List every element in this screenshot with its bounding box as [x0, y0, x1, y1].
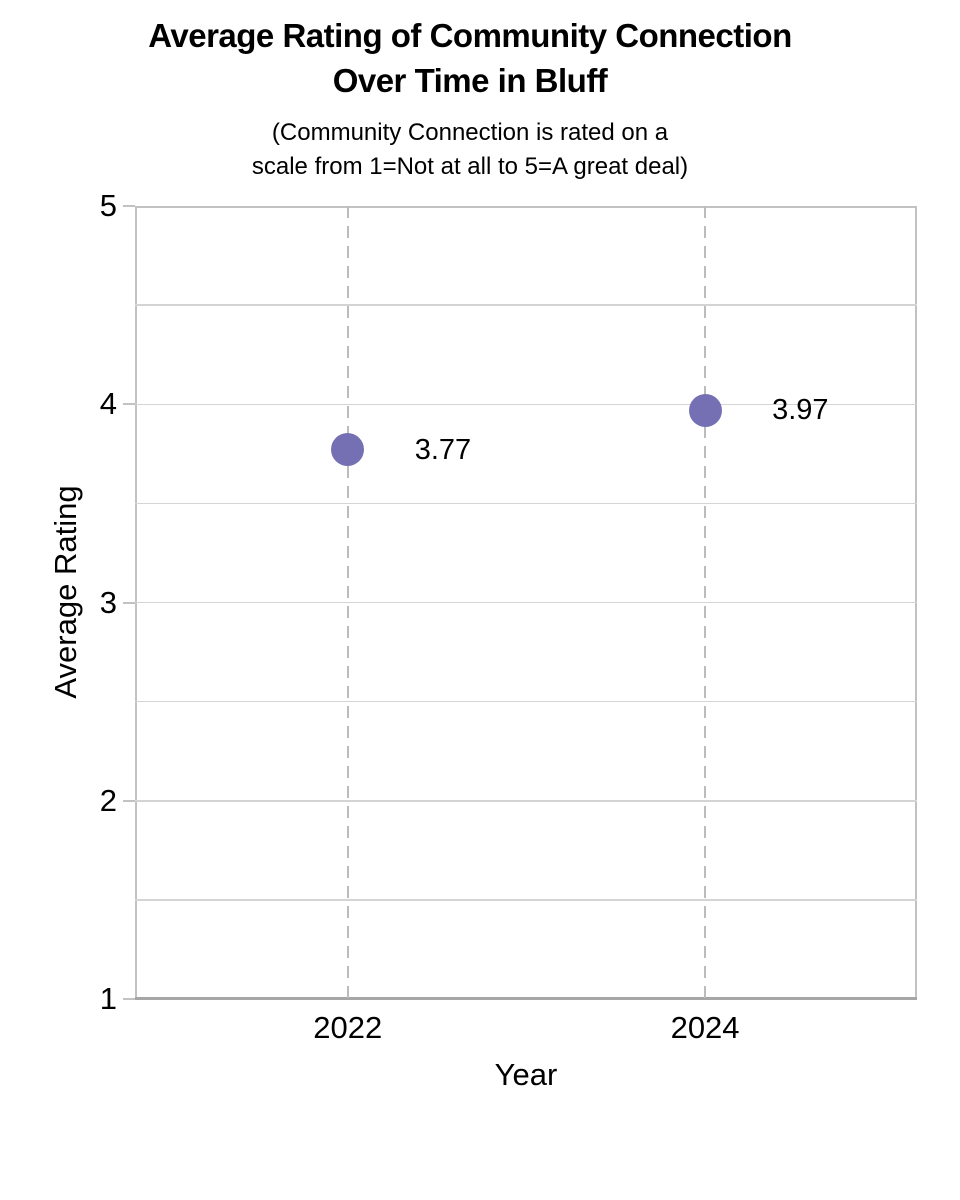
x-tick-label-2022: 2022	[313, 1010, 383, 1045]
y-tick-2	[123, 799, 135, 802]
y-tick-1	[123, 998, 135, 1000]
x-tick-label-2024: 2024	[670, 1010, 740, 1045]
y-tick-3	[123, 601, 135, 604]
h-gridline	[135, 700, 917, 703]
data-point-2022	[331, 433, 365, 467]
h-gridline	[135, 403, 917, 405]
data-point-label-2024: 3.97	[772, 394, 829, 427]
h-gridline	[135, 800, 917, 802]
y-tick-label-2: 2	[99, 782, 117, 818]
y-tick-label-1: 1	[99, 981, 117, 1016]
y-tick-label-4: 4	[99, 386, 117, 422]
chart-subtitle: (Community Connection is rated on a scal…	[251, 119, 689, 180]
x-axis-title: Year	[494, 1057, 558, 1092]
plot-area: 5 4 3 2 1 2022 2024 3.77 3.97	[100, 188, 917, 1045]
data-point-label-2022: 3.77	[414, 433, 472, 466]
h-gridline	[135, 502, 917, 505]
h-gridline	[135, 601, 917, 604]
v-gridline-2022	[346, 206, 349, 999]
plot-border-top	[135, 206, 917, 208]
y-tick-label-5: 5	[99, 188, 117, 223]
chart-title: Average Rating of Community Connection O…	[148, 17, 792, 99]
v-gridline-2024	[704, 206, 707, 999]
h-gridline	[135, 899, 917, 901]
y-tick-4	[123, 403, 135, 406]
data-point-2024	[688, 393, 722, 427]
h-gridline	[135, 304, 917, 306]
y-tick-5	[123, 205, 135, 207]
y-tick-label-3: 3	[99, 584, 117, 620]
x-axis-line	[135, 997, 917, 1000]
